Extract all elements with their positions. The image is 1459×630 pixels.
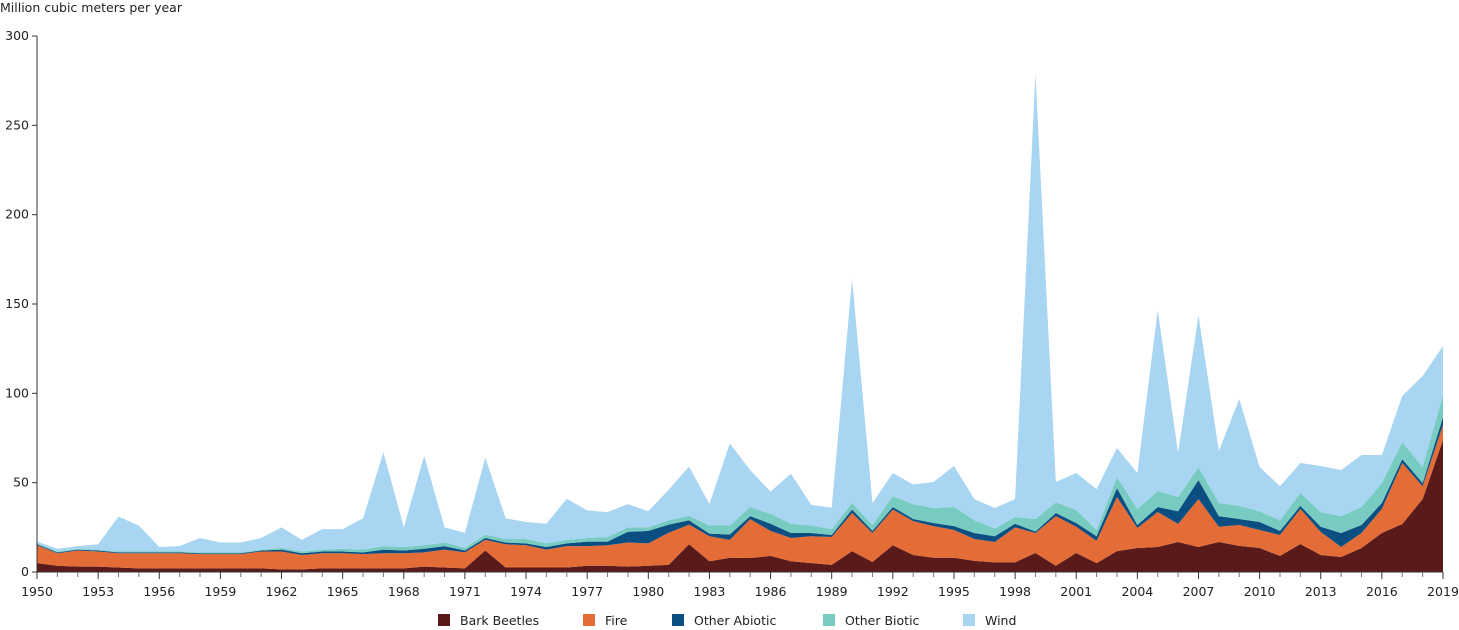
- area-other-biotic: [37, 395, 1443, 554]
- y-tick-label: 250: [5, 117, 29, 132]
- legend-swatch: [963, 614, 975, 626]
- legend-swatch: [672, 614, 684, 626]
- x-tick-label: 1971: [449, 584, 481, 599]
- y-axis-ticks: 0 50 100 150 200 250 300: [5, 28, 37, 579]
- x-tick-label: 2019: [1427, 584, 1459, 599]
- x-axis-ticks: 1950 1953 1956 1959 1962 1965 1968 1971 1974 1977…: [21, 572, 1459, 599]
- area-bark-beetles: [37, 439, 1443, 572]
- y-tick-label: 150: [5, 296, 29, 311]
- legend-label: Bark Beetles: [460, 613, 539, 628]
- x-tick-label: 2007: [1183, 584, 1215, 599]
- y-tick-label: 0: [21, 564, 29, 579]
- x-tick-label: 1983: [694, 584, 726, 599]
- x-tick-label: 1998: [999, 584, 1031, 599]
- x-tick-label: 2001: [1060, 584, 1092, 599]
- y-tick-label: 50: [13, 475, 29, 490]
- legend-item-other-biotic: Other Biotic: [823, 613, 920, 628]
- x-tick-label: 1968: [388, 584, 420, 599]
- legend-label: Fire: [605, 613, 628, 628]
- legend: Bark Beetles Fire Other Abiotic Other Bioti…: [438, 613, 1016, 628]
- y-tick-label: 100: [5, 385, 29, 400]
- area-layers: [37, 73, 1443, 572]
- legend-swatch: [438, 614, 450, 626]
- x-tick-label: 1980: [632, 584, 664, 599]
- area-wind: [37, 73, 1443, 553]
- area-fire: [37, 424, 1443, 570]
- x-tick-label: 1989: [816, 584, 848, 599]
- y-tick-label: 300: [5, 28, 29, 43]
- x-tick-label: 1965: [327, 584, 359, 599]
- legend-item-other-abiotic: Other Abiotic: [672, 613, 776, 628]
- legend-swatch: [823, 614, 835, 626]
- x-tick-label: 2013: [1305, 584, 1337, 599]
- x-tick-label: 1956: [143, 584, 175, 599]
- x-tick-label: 2016: [1366, 584, 1398, 599]
- legend-label: Wind: [985, 613, 1016, 628]
- x-tick-label: 1986: [755, 584, 787, 599]
- x-tick-label: 1977: [571, 584, 603, 599]
- x-tick-label: 1992: [877, 584, 909, 599]
- x-tick-label: 1950: [21, 584, 53, 599]
- area-other-abiotic: [37, 417, 1443, 556]
- legend-label: Other Abiotic: [694, 613, 776, 628]
- y-tick-label: 200: [5, 207, 29, 222]
- legend-item-fire: Fire: [583, 613, 628, 628]
- legend-item-bark-beetles: Bark Beetles: [438, 613, 539, 628]
- x-tick-label: 2010: [1244, 584, 1276, 599]
- x-tick-label: 1974: [510, 584, 542, 599]
- x-tick-label: 2004: [1121, 584, 1153, 599]
- x-tick-label: 1953: [82, 584, 114, 599]
- y-axis-label: Million cubic meters per year: [0, 0, 183, 15]
- legend-item-wind: Wind: [963, 613, 1016, 628]
- x-tick-label: 1959: [204, 584, 236, 599]
- x-tick-label: 1962: [266, 584, 298, 599]
- x-tick-label: 1995: [938, 584, 970, 599]
- legend-swatch: [583, 614, 595, 626]
- legend-label: Other Biotic: [845, 613, 920, 628]
